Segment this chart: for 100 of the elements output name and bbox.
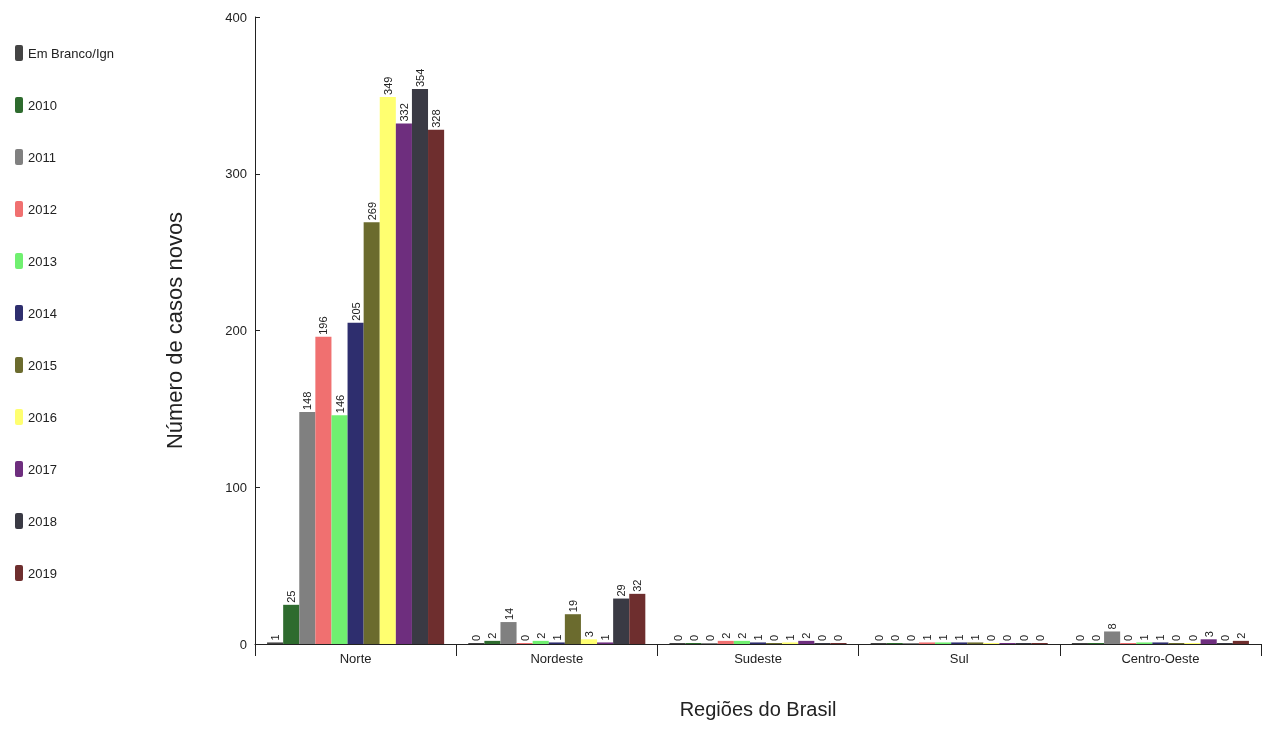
bar [798, 640, 815, 644]
data-label: 0 [1001, 634, 1014, 641]
x-tick-label: Norte [339, 651, 372, 666]
data-label: 2 [735, 632, 748, 639]
data-label: 8 [1106, 623, 1119, 630]
y-tick-label: 200 [225, 323, 247, 338]
y-tick-label: 100 [225, 479, 247, 495]
data-label: 14 [502, 607, 515, 621]
data-label: 1 [1154, 634, 1167, 641]
legend-label: 2017 [28, 461, 57, 477]
y-axis-title: Número de casos novos [161, 211, 187, 450]
data-label: 2 [534, 632, 547, 639]
data-label: 0 [1033, 634, 1046, 641]
data-label: 0 [1122, 634, 1135, 641]
data-label: 0 [985, 634, 998, 641]
data-label: 0 [904, 634, 917, 641]
legend-label: 2012 [28, 201, 57, 217]
bar [532, 640, 549, 644]
bar [1232, 640, 1249, 644]
data-label: 328 [430, 109, 443, 128]
bar [411, 89, 429, 644]
data-label: 1 [599, 634, 612, 641]
x-tick-label: Sul [949, 651, 969, 666]
data-label: 1 [752, 634, 764, 641]
data-label: 0 [470, 634, 483, 641]
bar [1104, 631, 1121, 644]
bar [379, 96, 396, 644]
data-label: 0 [687, 634, 700, 641]
legend-label: 2013 [28, 253, 57, 269]
x-tick-label: Nordeste [530, 651, 584, 666]
x-tick-label: Sudeste [734, 651, 782, 666]
x-axis-title: Regiões do Brasil [679, 698, 837, 720]
data-label: 1 [784, 634, 797, 641]
bar [395, 123, 412, 644]
data-label: 354 [413, 68, 426, 88]
data-label: 0 [872, 634, 885, 641]
data-label: 0 [671, 634, 684, 641]
legend-label: Em Branco/Ign [28, 45, 114, 61]
y-tick-label: 300 [225, 166, 247, 182]
bar [580, 639, 598, 644]
data-label: 3 [582, 631, 595, 638]
data-label: 0 [768, 634, 781, 641]
y-tick-label: 0 [239, 636, 247, 652]
data-label: 0 [832, 634, 845, 641]
bar [564, 614, 581, 644]
legend-label: 2018 [28, 513, 57, 529]
data-label: 1 [1138, 634, 1151, 641]
data-label: 29 [615, 584, 628, 597]
bar [484, 640, 501, 644]
data-label: 0 [1090, 634, 1103, 641]
bar [363, 222, 380, 644]
data-label: 1 [921, 634, 934, 641]
legend-label: 2011 [28, 149, 56, 165]
data-label: 0 [518, 634, 531, 641]
data-label: 2 [719, 632, 732, 639]
data-label: 25 [285, 590, 298, 603]
data-label: 0 [703, 634, 716, 641]
data-label: 32 [631, 579, 644, 592]
data-label: 0 [1218, 634, 1231, 641]
data-label: 0 [816, 634, 829, 641]
data-label: 0 [1170, 634, 1183, 641]
data-label: 0 [1073, 634, 1086, 641]
bar [629, 593, 646, 644]
legend-label: 2019 [28, 565, 57, 581]
bar [500, 622, 517, 644]
legend-label: 2015 [28, 357, 57, 373]
legend-label: 2010 [28, 97, 57, 113]
data-label: 146 [333, 394, 346, 414]
bar [315, 336, 332, 644]
data-label: 205 [349, 302, 362, 321]
data-label: 1 [937, 634, 950, 641]
bar [299, 412, 316, 644]
data-label: 1 [953, 634, 966, 641]
bar [331, 415, 348, 644]
legend-label: 2014 [28, 305, 57, 321]
data-label: 2 [1234, 632, 1247, 639]
data-label: 196 [317, 316, 330, 335]
data-label: 0 [888, 634, 901, 641]
legend-label: 2016 [28, 409, 57, 425]
bar [283, 604, 300, 644]
data-label: 19 [566, 599, 579, 613]
bar [1200, 639, 1217, 644]
bar [733, 640, 750, 644]
data-label: 349 [381, 76, 394, 95]
bar [347, 322, 364, 644]
data-label: 2 [800, 632, 813, 639]
bar [717, 640, 734, 644]
data-label: 0 [1186, 634, 1199, 641]
data-label: 3 [1202, 631, 1215, 638]
data-label: 1 [269, 634, 282, 641]
x-tick-label: Centro-Oeste [1121, 651, 1200, 666]
data-label: 2 [486, 632, 499, 639]
data-label: 269 [365, 201, 378, 221]
data-label: 1 [550, 634, 563, 641]
data-label: 332 [397, 103, 410, 122]
bar [428, 129, 445, 644]
y-tick-label: 400 [225, 9, 247, 25]
data-label: 1 [969, 634, 982, 641]
bar [613, 598, 630, 644]
data-label: 0 [1017, 634, 1030, 641]
